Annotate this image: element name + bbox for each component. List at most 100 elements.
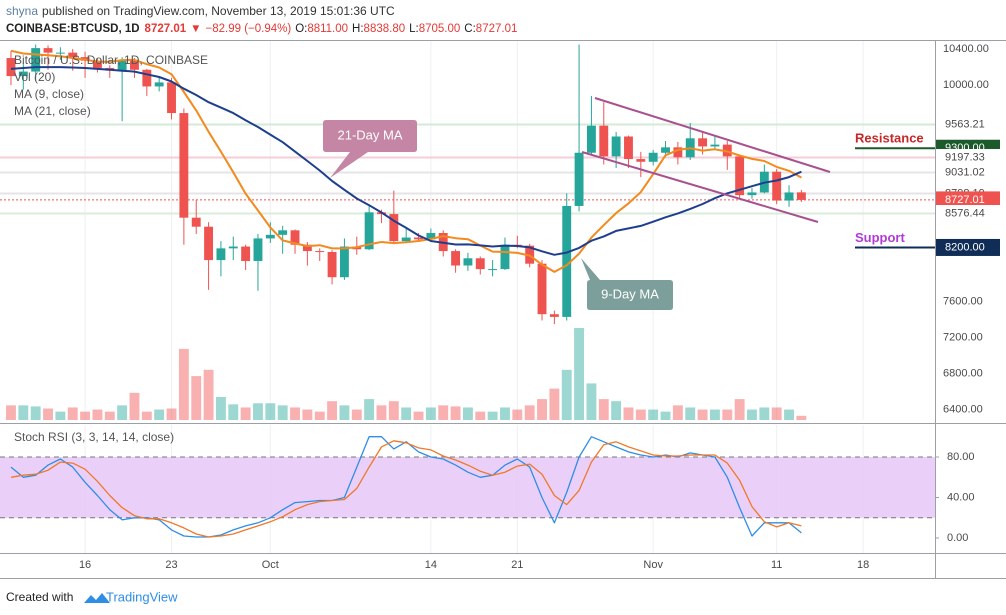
y-tick-label: 6800.00 xyxy=(943,368,983,380)
volume-bar xyxy=(524,405,535,420)
publish-line: shyna published on TradingView.com, Novem… xyxy=(6,4,395,18)
volume-bar xyxy=(512,409,523,420)
volume-bar xyxy=(141,411,152,420)
candle-body xyxy=(167,82,176,114)
moving-averages xyxy=(10,49,802,273)
candle-body xyxy=(278,230,288,235)
volume-bar xyxy=(771,407,782,420)
candle-body xyxy=(43,48,53,53)
y-tick-label: 80.00 xyxy=(947,451,975,463)
volume-bar xyxy=(265,403,276,420)
volume-bar xyxy=(697,409,708,420)
level-lines: Resistance Support xyxy=(0,123,935,249)
volume xyxy=(6,328,807,420)
candle-body xyxy=(339,246,349,278)
stoch-line xyxy=(10,440,802,538)
ohlc-key: H: xyxy=(352,23,364,35)
volume-bar xyxy=(450,406,461,420)
price-tag xyxy=(936,191,1000,209)
candle-body xyxy=(500,244,510,270)
candle-body xyxy=(117,59,127,71)
candle-body xyxy=(265,234,275,239)
candle-body xyxy=(92,60,102,68)
ma-line xyxy=(10,49,802,273)
callout: 9-Day MA xyxy=(581,258,673,310)
x-tick-label: 18 xyxy=(857,559,869,571)
candle-body xyxy=(142,69,152,87)
legend-ma21: MA (21, close) xyxy=(14,104,91,118)
x-tick-label: 16 xyxy=(79,559,91,571)
candle-body xyxy=(537,263,547,315)
volume-bar xyxy=(475,411,486,420)
volume-bar xyxy=(784,409,794,420)
price-tag-label: 9031.02 xyxy=(945,166,985,178)
y-tick-label: 0.00 xyxy=(947,532,968,544)
candle-body xyxy=(784,192,794,201)
candle-body xyxy=(648,152,658,162)
volume-bar xyxy=(376,405,387,420)
volume-bar xyxy=(722,409,733,420)
volume-bar xyxy=(611,401,622,420)
candle-body xyxy=(426,233,436,240)
volume-bar xyxy=(438,405,449,420)
volume-bar xyxy=(598,399,609,420)
candle-body xyxy=(673,147,683,158)
x-tick-label: 11 xyxy=(771,559,782,571)
volume-bar xyxy=(734,399,745,420)
volume-bar xyxy=(413,411,424,420)
author: shyna xyxy=(6,4,38,18)
volume-bar xyxy=(228,404,239,420)
candle-body xyxy=(68,52,78,58)
candle-body xyxy=(31,48,41,72)
volume-bar xyxy=(388,401,399,420)
y-tick-label: 6400.00 xyxy=(943,404,983,416)
footer-text: Created with xyxy=(6,590,73,604)
ohlc-value: 8811.00 xyxy=(307,23,348,35)
volume-bar xyxy=(215,397,226,420)
callout-box xyxy=(323,120,417,178)
candle-body xyxy=(586,125,596,153)
candle-body xyxy=(290,230,300,245)
volume-bar xyxy=(178,348,189,420)
volume-bar xyxy=(55,411,66,420)
y-tick-label: 7200.00 xyxy=(943,332,983,344)
volume-bar xyxy=(500,407,510,420)
candle-body xyxy=(747,192,757,196)
candle-body xyxy=(636,159,646,162)
volume-bar xyxy=(327,401,338,420)
level-label: Support xyxy=(855,230,905,245)
legend-ma9: MA (9, close) xyxy=(14,87,84,101)
stoch-rsi xyxy=(0,436,935,538)
symbol: COINBASE:BTCUSD, 1D xyxy=(6,23,140,35)
callout-box xyxy=(581,258,673,310)
price-tag-label: 9563.21 xyxy=(945,118,985,130)
candle-body xyxy=(228,246,238,249)
candle-body xyxy=(18,71,28,77)
y-tick-label: 10400.00 xyxy=(943,43,989,55)
ma-line xyxy=(10,66,802,256)
price-tag xyxy=(936,163,1000,181)
candle-body xyxy=(55,52,65,54)
volume-bar xyxy=(43,408,53,420)
stoch-band xyxy=(0,457,935,518)
volume-bar xyxy=(339,405,350,420)
symbol-line: COINBASE:BTCUSD, 1D 8727.01 ▼ −82.99 (−0.94… xyxy=(6,23,517,35)
candle-body xyxy=(191,217,201,227)
candle-body xyxy=(451,251,461,266)
y-tick-label: 40.00 xyxy=(947,491,975,503)
candle-body xyxy=(710,144,720,147)
change: −82.99 (−0.94%) xyxy=(206,23,292,35)
volume-bar xyxy=(302,409,313,420)
candle-body xyxy=(401,237,411,242)
candle-body xyxy=(6,58,16,77)
volume-bar xyxy=(747,409,757,420)
candle-body xyxy=(698,138,708,147)
price-tag-label: 8576.44 xyxy=(945,207,985,219)
volume-bar xyxy=(425,407,436,420)
volume-bar xyxy=(487,411,498,420)
volume-bar xyxy=(364,399,375,420)
frame xyxy=(0,40,1006,579)
ohlc-value: 8838.80 xyxy=(364,23,406,35)
candle-body xyxy=(796,192,806,200)
